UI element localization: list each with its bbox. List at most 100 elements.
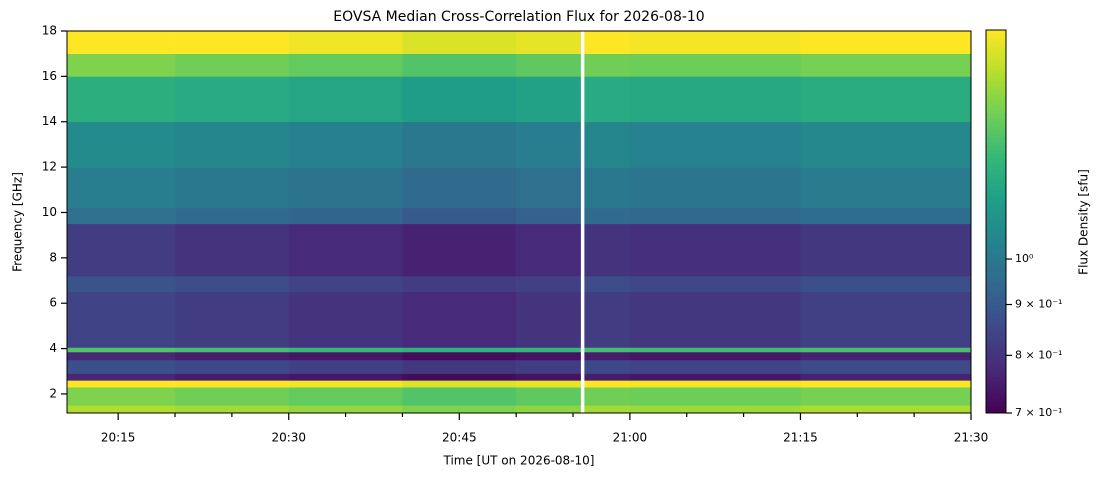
plot-frame <box>66 30 972 414</box>
heatmap-cell <box>175 275 290 293</box>
colorbar-step <box>986 121 1006 127</box>
heatmap-cell <box>800 359 972 374</box>
heatmap-cell <box>584 167 631 209</box>
heatmap-cell <box>175 76 290 123</box>
heatmap-cell <box>629 291 801 348</box>
colorbar-step <box>986 321 1006 326</box>
heatmap-cell <box>402 223 517 277</box>
heatmap-cell <box>175 31 290 54</box>
heatmap-cell <box>584 223 631 277</box>
colorbar-step <box>986 101 1006 107</box>
colorbar-step <box>986 233 1006 238</box>
heatmap-cell <box>175 351 290 361</box>
heatmap-cell <box>629 380 801 388</box>
heatmap-cell <box>629 207 801 225</box>
heatmap-cell <box>584 53 631 77</box>
heatmap-cell <box>288 380 403 388</box>
colorbar-step <box>986 125 1006 131</box>
heatmap-cell <box>288 405 403 414</box>
heatmap-cell <box>800 405 972 414</box>
heatmap-cell <box>402 121 517 168</box>
colorbar-step <box>986 253 1006 258</box>
heatmap-cell <box>584 31 631 54</box>
heatmap-cell <box>584 121 631 168</box>
heatmap-cell <box>629 76 801 123</box>
colorbar-step <box>986 181 1006 187</box>
x-tick-label: 21:30 <box>954 431 989 445</box>
x-tick-label: 21:15 <box>783 431 818 445</box>
colorbar-step <box>986 273 1006 278</box>
heatmap-cell <box>67 387 176 406</box>
colorbar-step <box>986 113 1006 119</box>
colorbar-step <box>986 73 1006 79</box>
heatmap-cell <box>288 275 403 293</box>
heatmap-cell <box>402 351 517 361</box>
heatmap-cell <box>584 373 631 381</box>
colorbar-step <box>986 357 1006 362</box>
heatmap-cell <box>629 167 801 209</box>
heatmap-cell <box>584 359 631 374</box>
heatmap-cell <box>402 167 517 209</box>
colorbar-step <box>986 30 1006 35</box>
heatmap-cell <box>584 351 631 361</box>
heatmap-cell <box>402 53 517 77</box>
colorbar-step <box>986 337 1006 342</box>
colorbar-label: Flux Density [sfu] <box>1077 169 1091 275</box>
colorbar-frame <box>985 29 1007 414</box>
heatmap-cell <box>516 387 581 406</box>
colorbar-step <box>986 229 1006 234</box>
y-tick-label: 6 <box>49 296 57 310</box>
colorbar-step <box>986 309 1006 314</box>
heatmap-cell <box>800 223 972 277</box>
heatmap-cell <box>175 347 290 353</box>
heatmap-cell <box>516 121 581 168</box>
colorbar-step <box>986 293 1006 298</box>
colorbar-step <box>986 209 1006 215</box>
heatmap-cell <box>800 380 972 388</box>
heatmap-cell <box>175 207 290 225</box>
heatmap-cell <box>288 351 403 361</box>
heatmap-cell <box>516 351 581 361</box>
heatmap-cell <box>67 53 176 77</box>
colorbar-step <box>986 117 1006 123</box>
colorbar-step <box>986 53 1006 59</box>
heatmap-cell <box>288 359 403 374</box>
colorbar-step <box>986 221 1006 226</box>
colorbar-step <box>986 177 1006 183</box>
colorbar-step <box>986 385 1006 390</box>
heatmap-cell <box>402 31 517 54</box>
heatmap-cell <box>288 347 403 353</box>
colorbar-step <box>986 185 1006 191</box>
y-tick-label: 16 <box>42 69 57 83</box>
heatmap-cell <box>288 291 403 348</box>
colorbar-step <box>986 89 1006 95</box>
colorbar-tick-label: 10⁰ <box>1015 252 1034 265</box>
heatmap-cell <box>175 359 290 374</box>
heatmap-cell <box>175 121 290 168</box>
colorbar-step <box>986 241 1006 246</box>
colorbar-step <box>986 169 1006 175</box>
heatmap-cell <box>402 405 517 414</box>
colorbar-step <box>986 157 1006 163</box>
heatmap-cell <box>629 347 801 353</box>
colorbar-step <box>986 137 1006 143</box>
heatmap-cell <box>516 291 581 348</box>
heatmap-cell <box>288 53 403 77</box>
y-tick-label: 4 <box>49 341 57 355</box>
x-tick-label: 20:15 <box>101 431 136 445</box>
chart-title: EOVSA Median Cross-Correlation Flux for … <box>333 9 704 25</box>
colorbar-step <box>986 57 1006 63</box>
heatmap-cell <box>67 373 176 381</box>
heatmap-cell <box>402 76 517 123</box>
heatmap-cell <box>402 207 517 225</box>
colorbar-step <box>986 377 1006 382</box>
y-tick-label: 12 <box>42 160 57 174</box>
colorbar-step <box>986 193 1006 199</box>
heatmap-cell <box>402 347 517 353</box>
colorbar-step <box>986 333 1006 338</box>
colorbar-step <box>986 49 1006 55</box>
heatmap-cell <box>800 275 972 293</box>
colorbar-step <box>986 261 1006 266</box>
heatmap-cell <box>402 359 517 374</box>
